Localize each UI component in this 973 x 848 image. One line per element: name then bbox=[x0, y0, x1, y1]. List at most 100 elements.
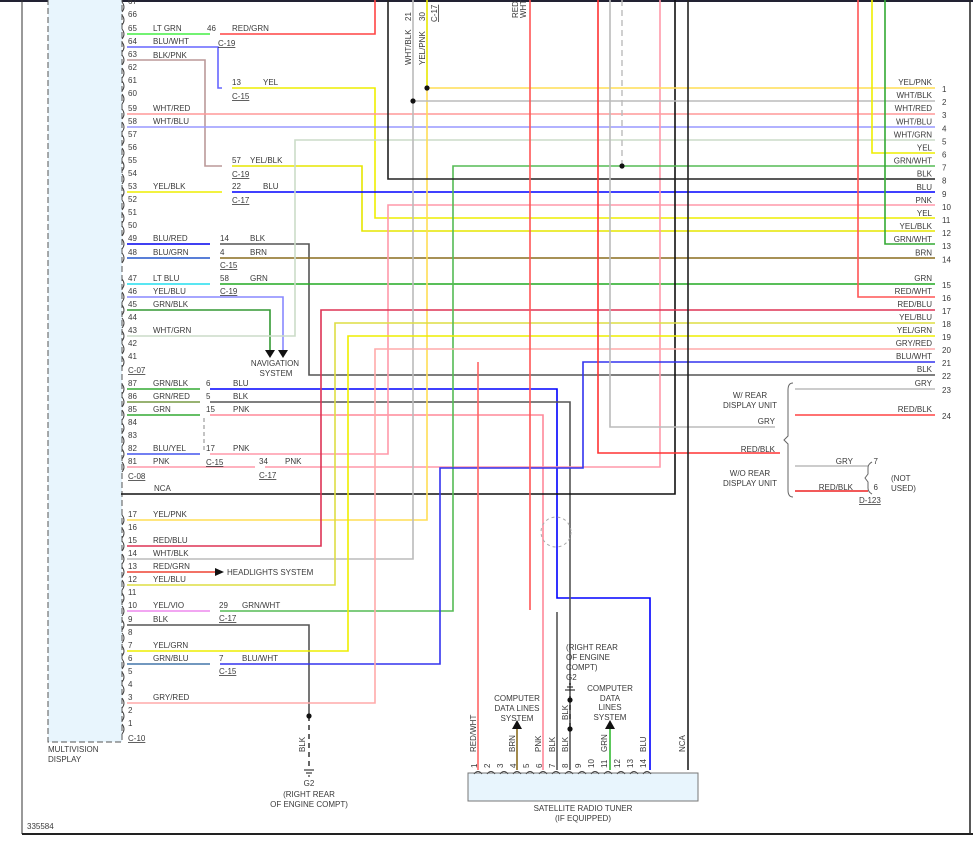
pin-socket-icon bbox=[121, 67, 125, 79]
wire-q9 bbox=[127, 624, 310, 716]
right-wire-label: YEL/PNK bbox=[898, 78, 932, 87]
right-pin-number: 16 bbox=[942, 294, 951, 303]
pin-number-c07-54: 54 bbox=[128, 169, 137, 178]
wire-label: GRN/BLK bbox=[153, 379, 189, 388]
pin-socket-icon bbox=[121, 605, 125, 617]
rear-label: DISPLAY UNIT bbox=[723, 479, 777, 488]
pin-socket-icon bbox=[121, 461, 125, 473]
right-wire-label: YEL/BLK bbox=[900, 222, 933, 231]
pin-number-c07-53: 53 bbox=[128, 182, 137, 191]
wire-yel-r11 bbox=[232, 87, 935, 219]
wire-label: GRN/RED bbox=[153, 392, 190, 401]
pin-socket-icon bbox=[121, 540, 125, 552]
wire-label: GRY bbox=[836, 457, 854, 466]
wire-label: YEL/BLU bbox=[153, 287, 186, 296]
splice-dot bbox=[410, 98, 416, 104]
splice-conn: C-17 bbox=[430, 4, 439, 22]
not-used-label: (NOT bbox=[891, 474, 911, 483]
pin-socket-icon bbox=[121, 566, 125, 578]
splice-conn: C-17 bbox=[219, 614, 237, 623]
splice-num: 17 bbox=[206, 444, 215, 453]
pin-number-c08-83: 83 bbox=[128, 431, 137, 440]
right-wire-label: WHT/RED bbox=[895, 104, 933, 113]
pin-number-c07-56: 56 bbox=[128, 143, 137, 152]
pin-number-c10-12: 12 bbox=[128, 575, 137, 584]
pin-number-c07-49: 49 bbox=[128, 234, 137, 243]
right-wire-label: WHT/BLU bbox=[896, 117, 932, 126]
splice-num: 5 bbox=[206, 392, 211, 401]
right-wire-label: YEL/BLU bbox=[899, 313, 932, 322]
wire-label: RED/BLK bbox=[741, 445, 776, 454]
splice-wire: PNK bbox=[233, 444, 250, 453]
pin-number: 7 bbox=[874, 457, 879, 466]
wire-label: BLK bbox=[561, 736, 570, 752]
pin-number-c07-45: 45 bbox=[128, 300, 137, 309]
wire-label: WHT/RED bbox=[153, 104, 191, 113]
wire-label: WHT/GRN bbox=[153, 326, 191, 335]
wire-pnk-r10 bbox=[210, 204, 935, 455]
right-wire-label: GRY bbox=[915, 379, 933, 388]
pin-socket-icon bbox=[121, 684, 125, 696]
splice-dot bbox=[424, 85, 430, 91]
splice-num: 30 bbox=[418, 12, 427, 21]
pin-number-c10-14: 14 bbox=[128, 549, 137, 558]
pin-socket-icon bbox=[121, 93, 125, 105]
pin-number-c10-3: 3 bbox=[128, 693, 133, 702]
right-pin-number: 23 bbox=[942, 386, 951, 395]
tuner-pin-number: 11 bbox=[600, 759, 609, 768]
ground-dot bbox=[567, 697, 573, 703]
wire-63 bbox=[127, 59, 222, 167]
pin-number-c07-57: 57 bbox=[128, 130, 137, 139]
right-wire-label: GRN bbox=[914, 274, 932, 283]
right-pin-number: 20 bbox=[942, 346, 951, 355]
wire-46 bbox=[127, 296, 284, 350]
not-used-brace bbox=[864, 461, 873, 495]
pin-number-c07-50: 50 bbox=[128, 221, 137, 230]
tuner-pin-number: 10 bbox=[587, 759, 596, 768]
right-pin-number: 4 bbox=[942, 124, 947, 133]
pin-socket-icon bbox=[629, 771, 639, 775]
connector-d123-label: D-123 bbox=[859, 496, 881, 505]
pin-socket-icon bbox=[121, 514, 125, 526]
wire-label: YEL/BLK bbox=[153, 182, 186, 191]
pin-socket-icon bbox=[121, 252, 125, 264]
right-wire-label: BLK bbox=[917, 170, 933, 179]
pin-number-c10-2: 2 bbox=[128, 706, 133, 715]
wire-grn-wht-r13 bbox=[884, 0, 935, 245]
pin-socket-icon bbox=[121, 1, 125, 13]
computer-data-lines-label: SYSTEM bbox=[594, 713, 627, 722]
ground-location: COMPT) bbox=[566, 663, 598, 672]
pin-socket-icon bbox=[121, 160, 125, 172]
wire-label: BLU bbox=[639, 736, 648, 752]
right-pin-number: 5 bbox=[942, 137, 947, 146]
tuner-pin-number: 3 bbox=[496, 763, 505, 768]
pin-socket-icon bbox=[121, 291, 125, 303]
pin-number-c10-13: 13 bbox=[128, 562, 137, 571]
wire-q17-r1 bbox=[127, 87, 935, 521]
pin-socket-icon bbox=[564, 771, 574, 775]
wire-label: BLK/PNK bbox=[153, 51, 187, 60]
wire-label: BLU/RED bbox=[153, 234, 188, 243]
ground-icon bbox=[304, 769, 314, 777]
wire-label: GRN/BLK bbox=[153, 300, 189, 309]
pin-socket-icon bbox=[121, 54, 125, 66]
wire-q12-r18 bbox=[127, 322, 935, 586]
wire-label: WHT/BLK bbox=[153, 549, 189, 558]
right-pin-number: 7 bbox=[942, 164, 947, 173]
splice-dot bbox=[306, 713, 312, 719]
multivision-pins: 6766656463626160595857565554535251504948… bbox=[121, 0, 137, 735]
pin-socket-icon bbox=[121, 304, 125, 316]
splice-wire: BLK bbox=[250, 234, 266, 243]
right-pin-number: 13 bbox=[942, 242, 951, 251]
tuner-pin-number: 4 bbox=[509, 763, 518, 768]
splice-wire: YEL/BLK bbox=[250, 156, 283, 165]
wire-q14-r2 bbox=[127, 0, 935, 560]
wire-label: GRN/BLU bbox=[153, 654, 189, 663]
wire-label: LT BLU bbox=[153, 274, 180, 283]
splice-wire: BLU/WHT bbox=[242, 654, 278, 663]
multivision-display-box bbox=[47, 0, 123, 743]
pin-socket-icon bbox=[121, 697, 125, 709]
pin-number-c07-55: 55 bbox=[128, 156, 137, 165]
pin-socket-icon bbox=[590, 771, 600, 775]
